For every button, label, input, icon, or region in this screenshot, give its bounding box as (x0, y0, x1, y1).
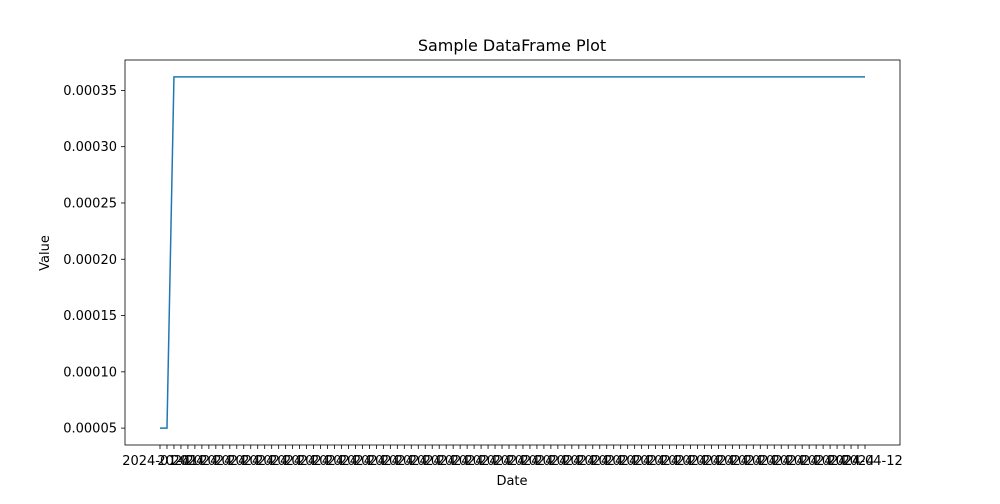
x-tick-label: 2024 (409, 454, 442, 469)
x-tick-label: 2024 (548, 454, 581, 469)
x-tick-label: 2024 (841, 454, 874, 469)
x-tick-label: 2024 (772, 454, 805, 469)
y-tick-label: 0.00030 (63, 140, 117, 155)
y-axis-label: Value (38, 235, 53, 271)
series-line (160, 76, 865, 429)
x-tick-label: 2024 (269, 454, 302, 469)
x-tick-label: 2024 (520, 454, 553, 469)
x-tick-label: 2024 (395, 454, 428, 469)
x-tick-label: 2024 (423, 454, 456, 469)
y-tick-label: 0.00005 (63, 422, 117, 437)
x-tick-label: 2024 (674, 454, 707, 469)
x-tick-label: 2024 (632, 454, 665, 469)
x-tick-label: 2024-04-12 (827, 454, 903, 469)
x-axis-label: Date (496, 474, 527, 489)
x-tick-label: 2024 (506, 454, 539, 469)
y-tick-label: 0.00010 (63, 365, 117, 380)
x-tick-label: 2024 (199, 454, 232, 469)
x-tick-label: 2024 (618, 454, 651, 469)
x-tick-label: 2024 (604, 454, 637, 469)
x-tick-label: 2024 (800, 454, 833, 469)
x-tick-label: 2024 (576, 454, 609, 469)
x-tick-label: 2024 (241, 454, 274, 469)
x-tick-label: 2024 (744, 454, 777, 469)
x-tick-label: 2024 (311, 454, 344, 469)
x-tick-label: 2024 (730, 454, 763, 469)
y-tick-label: 0.00025 (63, 196, 117, 211)
x-tick-label: 2024 (283, 454, 316, 469)
x-tick-label: 2024 (702, 454, 735, 469)
x-tick-label: 2024 (814, 454, 847, 469)
chart-title: Sample DataFrame Plot (418, 36, 606, 55)
x-tick-label: 2024 (492, 454, 525, 469)
x-tick-label: 2024 (297, 454, 330, 469)
x-tick-label: 2024 (646, 454, 679, 469)
x-tick-label: 2024 (758, 454, 791, 469)
x-tick-label: 2024 (325, 454, 358, 469)
x-tick-label: 2024 (465, 454, 498, 469)
x-tick-label: 2024 (437, 454, 470, 469)
x-tick-label: 2024 (185, 454, 218, 469)
x-tick-label: 2024 (451, 454, 484, 469)
x-tick-label: 2024 (213, 454, 246, 469)
x-tick-label: 2024 (590, 454, 623, 469)
x-tick-label: 2024 (381, 454, 414, 469)
x-tick-label: 2024 (688, 454, 721, 469)
y-tick-label: 0.00035 (63, 84, 117, 99)
y-tick-label: 0.00015 (63, 309, 117, 324)
x-tick-label: 2024 (716, 454, 749, 469)
x-tick-label: 2024 (786, 454, 819, 469)
x-tick-label: 2024 (157, 454, 190, 469)
x-tick-label: 2024 (367, 454, 400, 469)
x-tick-label: 2024 (534, 454, 567, 469)
x-tick-label: 2024-01-01 (122, 454, 198, 469)
x-tick-label: 2024 (255, 454, 288, 469)
x-tick-label: 2024 (562, 454, 595, 469)
x-tick-label: 2024 (339, 454, 372, 469)
x-tick-label: 2024 (171, 454, 204, 469)
x-tick-label: 2024 (353, 454, 386, 469)
y-tick-label: 0.00020 (63, 253, 117, 268)
x-tick-label: 2024 (828, 454, 861, 469)
x-tick-label: 2024 (227, 454, 260, 469)
axes-frame (124, 59, 901, 446)
x-tick-label: 2024 (479, 454, 512, 469)
x-tick-label: 2024 (660, 454, 693, 469)
plot-area: 0.00005 0.00010 0.00015 0.00020 0.00025 0.000… (63, 59, 903, 469)
